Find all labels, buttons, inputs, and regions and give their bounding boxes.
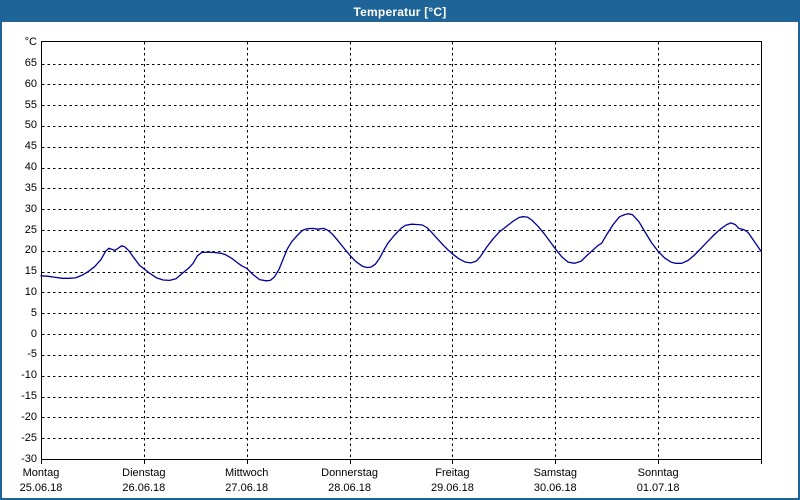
x-axis-day-label: Montag <box>22 467 60 479</box>
y-axis-tick-label: -30 <box>21 452 37 465</box>
y-axis-unit-label: °C <box>24 36 37 48</box>
x-axis-date-label: 27.06.18 <box>225 482 269 494</box>
window-title: Temperatur [°C] <box>353 5 447 19</box>
y-axis-tick-label: 25 <box>24 223 37 236</box>
y-axis-tick-label: -15 <box>21 390 37 403</box>
x-axis-day-label: Dienstag <box>122 467 166 479</box>
y-axis-tick-label: 5 <box>30 306 37 319</box>
y-axis-tick-label: 10 <box>24 285 37 298</box>
x-axis-date-label: 28.06.18 <box>328 482 371 494</box>
x-axis-date-label: 29.06.18 <box>431 482 474 494</box>
window-titlebar[interactable]: Temperatur [°C] <box>2 2 798 22</box>
y-axis-tick-label: 15 <box>24 265 37 278</box>
y-axis-tick-label: -5 <box>27 348 37 361</box>
x-axis-day-label: Sonntag <box>637 467 679 479</box>
x-axis-day-label: Freitag <box>435 467 470 479</box>
x-axis-date-label: 26.06.18 <box>122 482 166 494</box>
x-axis-date-label: 01.07.18 <box>636 482 680 494</box>
y-axis-tick-label: 40 <box>24 161 37 174</box>
plot-border <box>41 41 762 460</box>
y-axis-tick-label: -25 <box>21 431 37 444</box>
y-axis-tick-label: 55 <box>24 98 37 111</box>
y-axis-tick-label: 30 <box>24 202 37 215</box>
x-axis-date-label: 25.06.18 <box>19 482 63 494</box>
x-axis-day-label: Donnerstag <box>321 467 378 479</box>
y-axis-tick-label: 35 <box>24 181 37 194</box>
y-axis-tick-label: 60 <box>24 77 37 90</box>
x-axis-date-label: 30.06.18 <box>533 482 577 494</box>
y-axis-tick-label: 0 <box>30 327 37 340</box>
y-axis-tick-label: 20 <box>24 244 37 257</box>
x-axis-day-label: Samstag <box>533 467 577 479</box>
y-axis-tick-label: 45 <box>24 140 37 153</box>
y-axis-tick-label: 65 <box>24 57 37 69</box>
y-axis-tick-label: -20 <box>21 410 37 423</box>
temperature-line <box>40 213 762 282</box>
y-axis-tick-label: -10 <box>21 369 37 382</box>
y-axis-tick-label: 50 <box>24 119 37 132</box>
x-axis-day-label: Mittwoch <box>225 467 269 479</box>
